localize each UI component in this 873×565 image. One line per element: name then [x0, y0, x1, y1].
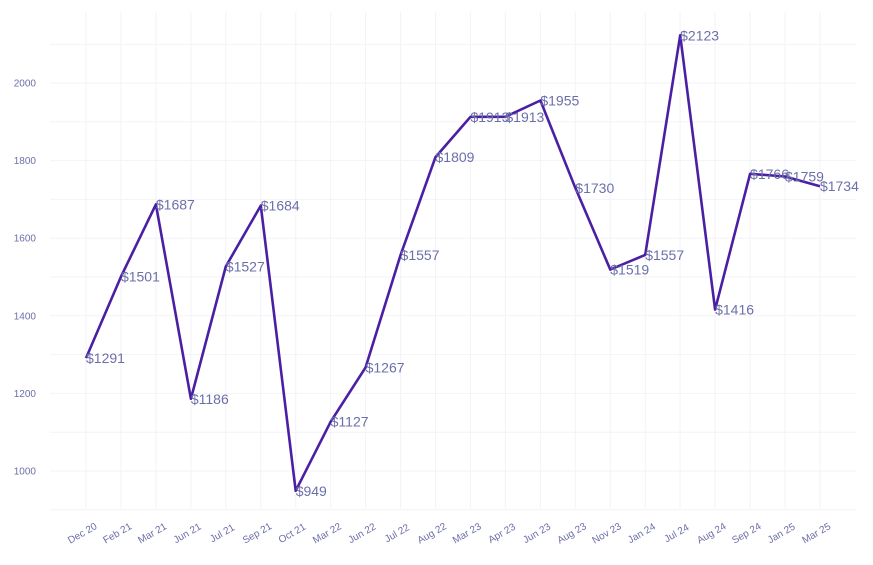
data-label: $1267: [366, 359, 405, 375]
y-tick-label: 1400: [14, 311, 37, 322]
data-label: $1913: [505, 109, 544, 125]
x-tick-label: Mar 21: [136, 521, 169, 546]
data-label: $1291: [86, 350, 125, 366]
data-label: $1684: [261, 198, 300, 214]
x-axis: Dec 20 Feb 21 Mar 21 Jun 21 Jul 21 Sep 21 Oct …: [66, 521, 833, 547]
y-tick-label: 2000: [14, 79, 37, 90]
data-label: $1766: [750, 166, 789, 182]
x-tick-label: Dec 20: [66, 521, 99, 547]
data-label: $1730: [575, 180, 614, 196]
x-tick-label: Aug 23: [556, 521, 589, 547]
y-tick-label: 1200: [14, 389, 37, 400]
data-label: $1759: [785, 169, 824, 185]
x-tick-label: Mar 25: [800, 521, 833, 546]
series-line: [84, 34, 821, 493]
x-tick-label: Nov 23: [591, 521, 624, 547]
data-label: $1557: [645, 247, 684, 263]
x-tick-label: Jan 25: [766, 521, 798, 546]
x-tick-label: Jun 22: [347, 521, 379, 546]
data-labels: $1291 $1501 $1687 $1186 $1527 $1684 $949 $1127 $…: [86, 27, 859, 499]
data-label: $2123: [680, 27, 719, 43]
x-tick-label: Mar 23: [451, 521, 484, 546]
y-axis: 1000 1200 1400 1600 1800 2000: [14, 79, 37, 478]
data-label: $1416: [715, 302, 754, 318]
data-label: $1557: [401, 247, 440, 263]
data-label: $949: [296, 483, 327, 499]
x-tick-label: Apr 23: [487, 521, 518, 545]
x-tick-label: Jul 21: [208, 522, 237, 545]
x-tick-label: Feb 21: [101, 521, 134, 546]
data-label: $1734: [820, 178, 859, 194]
data-label: $1519: [610, 262, 649, 278]
y-tick-label: 1000: [14, 467, 37, 478]
data-label: $1955: [540, 92, 579, 108]
x-tick-label: Jan 24: [626, 521, 658, 546]
data-label: $1127: [331, 414, 369, 430]
x-tick-label: Jul 22: [383, 522, 412, 545]
data-label: $1186: [191, 391, 229, 407]
grid: [50, 12, 856, 511]
x-tick-label: Mar 22: [311, 521, 344, 546]
data-label: $1913: [470, 109, 509, 125]
y-tick-label: 1600: [14, 234, 37, 245]
data-label: $1501: [121, 269, 160, 285]
data-label: $1527: [226, 259, 265, 275]
x-tick-label: Sep 21: [241, 521, 274, 547]
x-tick-label: Jun 21: [172, 521, 204, 546]
data-label: $1809: [436, 149, 475, 165]
data-label: $1687: [156, 196, 195, 212]
x-tick-label: Sep 24: [730, 521, 763, 547]
x-tick-label: Jun 23: [521, 521, 553, 546]
x-tick-label: Aug 22: [416, 521, 449, 547]
x-tick-label: Oct 21: [277, 521, 308, 545]
x-tick-label: Jul 24: [663, 522, 692, 545]
x-tick-label: Aug 24: [695, 521, 728, 547]
y-tick-label: 1800: [14, 156, 37, 167]
